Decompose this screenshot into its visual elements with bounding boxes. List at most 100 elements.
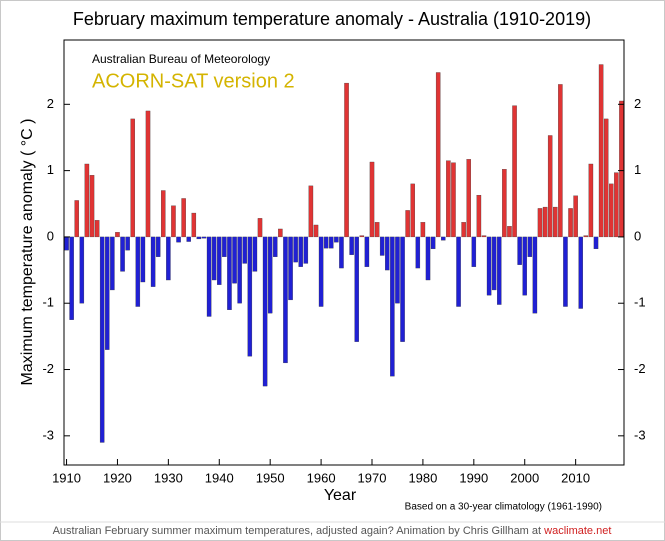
bar xyxy=(145,110,151,238)
bar xyxy=(461,222,466,238)
x-tick-label: 1910 xyxy=(52,470,81,485)
bar xyxy=(125,236,130,251)
bar xyxy=(252,236,258,272)
bar xyxy=(491,236,497,291)
bar xyxy=(441,236,446,241)
bar xyxy=(79,236,85,304)
bar xyxy=(532,236,538,314)
bar xyxy=(115,232,120,238)
bar xyxy=(293,236,298,263)
y-tick-label: 0 xyxy=(47,228,54,243)
footer: Australian February summer maximum tempe… xyxy=(53,525,612,537)
bar xyxy=(166,236,171,281)
bar xyxy=(262,236,268,387)
footer-text: Australian February summer maximum tempe… xyxy=(53,525,545,537)
bar xyxy=(619,100,624,238)
bar xyxy=(135,236,141,307)
bar xyxy=(502,169,507,238)
bar xyxy=(84,163,90,238)
dataset-label: ACORN-SAT version 2 xyxy=(92,70,295,92)
bar xyxy=(69,236,74,320)
bar xyxy=(466,159,471,238)
footer-link[interactable]: waclimate.net xyxy=(543,525,611,537)
bar xyxy=(298,236,303,267)
bar xyxy=(359,235,365,238)
bar xyxy=(364,236,370,267)
bar xyxy=(110,236,115,291)
bar xyxy=(344,82,349,238)
bar xyxy=(476,194,482,238)
bar xyxy=(405,210,410,238)
y-tick-label-right: 2 xyxy=(634,96,641,111)
x-axis-label: Year xyxy=(324,487,357,504)
bar xyxy=(191,212,197,238)
bar xyxy=(369,161,375,238)
bar xyxy=(186,236,191,242)
bar xyxy=(273,236,278,257)
bar xyxy=(395,236,400,304)
bar xyxy=(609,183,614,238)
bar xyxy=(451,162,456,238)
y-tick-label: 2 xyxy=(47,96,54,111)
source-label: Australian Bureau of Meteorology xyxy=(92,52,270,66)
bar xyxy=(74,200,79,238)
bar xyxy=(374,222,380,238)
bar xyxy=(278,228,283,238)
y-tick-label-right: -3 xyxy=(634,427,646,442)
bar xyxy=(313,224,319,238)
bar xyxy=(537,208,543,238)
y-tick-label-right: -1 xyxy=(634,295,646,310)
x-tick-label: 1920 xyxy=(103,470,132,485)
bar xyxy=(507,226,512,238)
bar xyxy=(385,236,390,271)
bar xyxy=(568,208,573,238)
bar xyxy=(481,235,487,238)
x-tick-label: 1940 xyxy=(205,470,234,485)
bar xyxy=(196,236,202,240)
bar xyxy=(217,236,222,285)
y-tick-label: 1 xyxy=(47,162,54,177)
bar xyxy=(425,236,431,281)
bar xyxy=(583,235,589,238)
y-tick-label-right: 0 xyxy=(634,228,641,243)
bar xyxy=(497,236,502,305)
bar xyxy=(410,183,415,238)
x-tick-label: 1980 xyxy=(408,470,437,485)
bar xyxy=(354,236,359,342)
x-tick-label: 2000 xyxy=(510,470,539,485)
x-tick-label: 1930 xyxy=(154,470,183,485)
bar xyxy=(471,236,477,267)
bar xyxy=(318,236,324,307)
x-tick-label: 1970 xyxy=(358,470,387,485)
bar xyxy=(390,236,395,377)
bar xyxy=(435,72,441,238)
y-tick-label: -3 xyxy=(42,427,54,442)
bar xyxy=(222,236,227,257)
bar xyxy=(522,236,527,296)
bar xyxy=(237,236,242,304)
bar xyxy=(283,236,288,364)
bar xyxy=(349,236,354,255)
bar xyxy=(558,84,563,238)
bar xyxy=(323,236,329,249)
bar xyxy=(420,222,426,238)
bar xyxy=(206,236,212,317)
y-axis-label: Maximum temperature anomaly ( °C ) xyxy=(19,119,36,386)
plot-frame xyxy=(63,39,625,466)
bar xyxy=(527,236,533,257)
bar xyxy=(603,118,609,238)
x-tick-label: 1990 xyxy=(459,470,488,485)
bar xyxy=(573,195,578,238)
bar xyxy=(334,236,339,243)
bar xyxy=(99,236,105,443)
bar xyxy=(400,236,405,342)
bar xyxy=(94,220,100,238)
bar xyxy=(379,236,385,256)
bar xyxy=(456,236,461,307)
bar xyxy=(64,236,69,251)
y-tick-label: -1 xyxy=(42,295,54,310)
bar xyxy=(303,236,309,264)
x-tick-label: 1950 xyxy=(256,470,285,485)
bar xyxy=(593,236,599,250)
